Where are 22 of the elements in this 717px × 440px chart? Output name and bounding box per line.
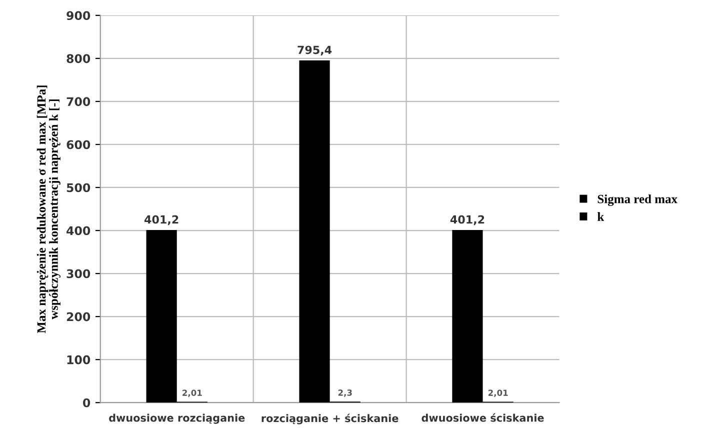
- y-tick-label: 500: [66, 183, 90, 192]
- data-label: 401,2: [450, 215, 484, 226]
- y-tick-label: 600: [66, 140, 90, 150]
- x-tick-label: rozciąganie + ściskanie: [262, 414, 398, 424]
- x-tick-label: dwuosiowe rozciąganie: [109, 414, 245, 424]
- y-tick-label: 200: [66, 312, 90, 322]
- y-tick-label: 700: [66, 97, 90, 106]
- data-label: 2,01: [182, 390, 202, 398]
- legend-label: k: [598, 212, 604, 221]
- y-tick-label: 300: [66, 269, 90, 278]
- y-tick-label: 400: [66, 226, 90, 236]
- y-tick-label: 900: [66, 11, 90, 20]
- x-tick-label: dwuosiowe ściskanie: [422, 413, 544, 422]
- data-label: 795,4: [298, 46, 332, 56]
- data-label: 401,2: [144, 215, 178, 226]
- y-tick-label: 800: [66, 54, 90, 64]
- data-label: 2,3: [338, 390, 352, 397]
- y-tick-label: 100: [67, 355, 90, 364]
- legend-label: Sigma red max: [598, 194, 678, 206]
- y-tick-label: 0: [83, 398, 90, 408]
- data-label: 2,01: [488, 390, 508, 398]
- y-axis-title: Max naprężenie redukowane σ red max [MPa] współczynnik koncentracji naprężeń k [-]: [36, 86, 60, 334]
